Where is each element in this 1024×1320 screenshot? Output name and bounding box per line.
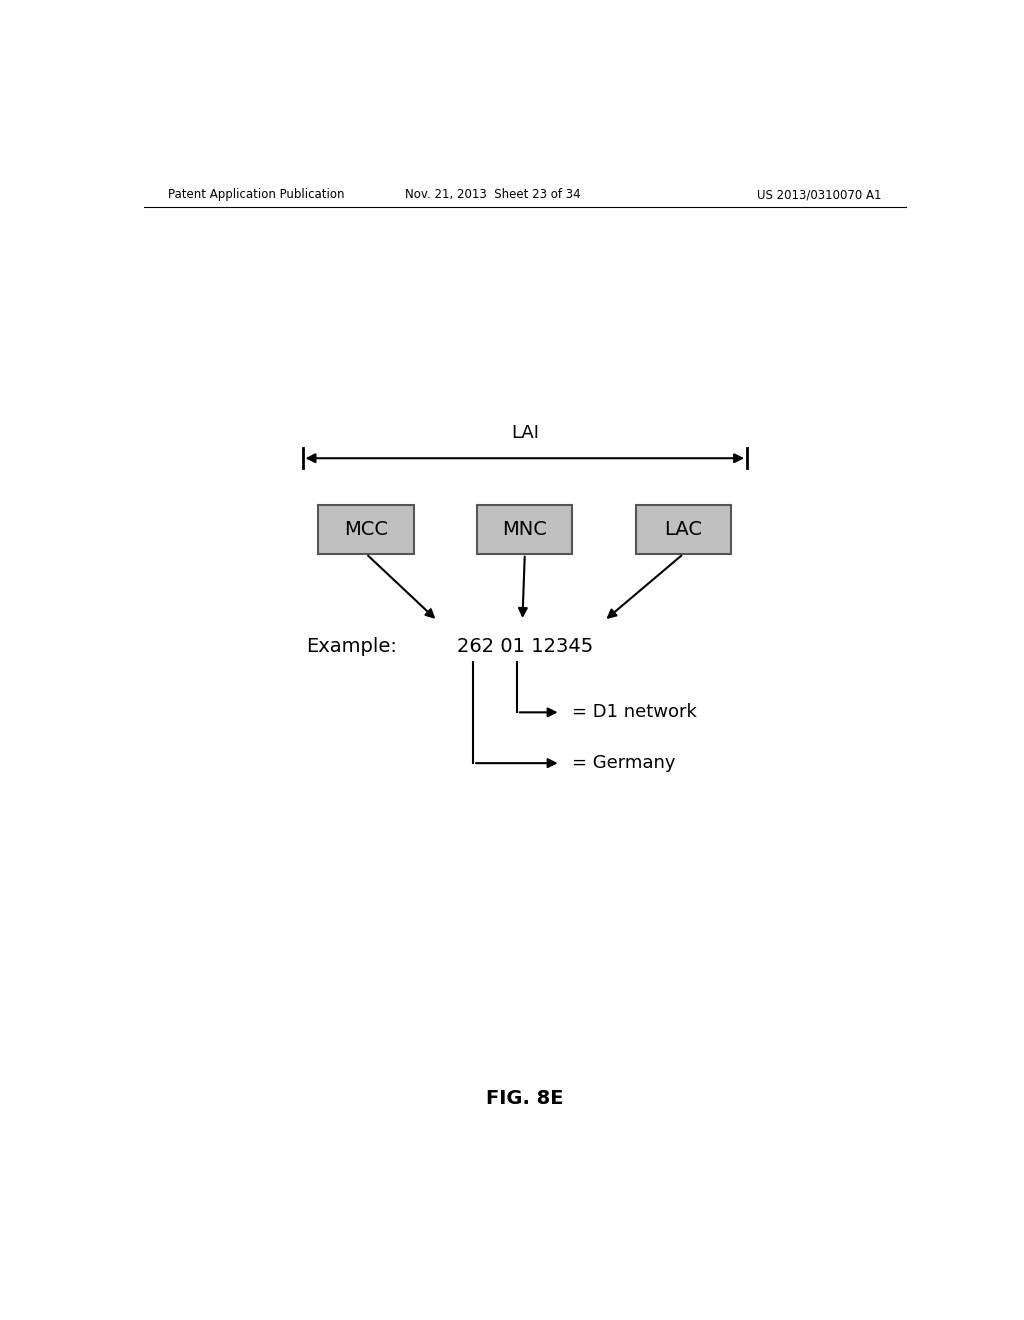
Text: Example:: Example: xyxy=(306,636,397,656)
Text: Nov. 21, 2013  Sheet 23 of 34: Nov. 21, 2013 Sheet 23 of 34 xyxy=(406,189,581,202)
FancyBboxPatch shape xyxy=(636,506,731,554)
Text: LAC: LAC xyxy=(665,520,702,539)
Text: LAI: LAI xyxy=(511,424,539,442)
FancyBboxPatch shape xyxy=(477,506,572,554)
Text: = Germany: = Germany xyxy=(572,754,676,772)
Text: US 2013/0310070 A1: US 2013/0310070 A1 xyxy=(758,189,882,202)
Text: MNC: MNC xyxy=(503,520,547,539)
Text: Patent Application Publication: Patent Application Publication xyxy=(168,189,344,202)
FancyBboxPatch shape xyxy=(318,506,414,554)
Text: = D1 network: = D1 network xyxy=(572,704,697,721)
Text: FIG. 8E: FIG. 8E xyxy=(486,1089,563,1107)
Text: MCC: MCC xyxy=(344,520,388,539)
Text: 262 01 12345: 262 01 12345 xyxy=(457,636,593,656)
